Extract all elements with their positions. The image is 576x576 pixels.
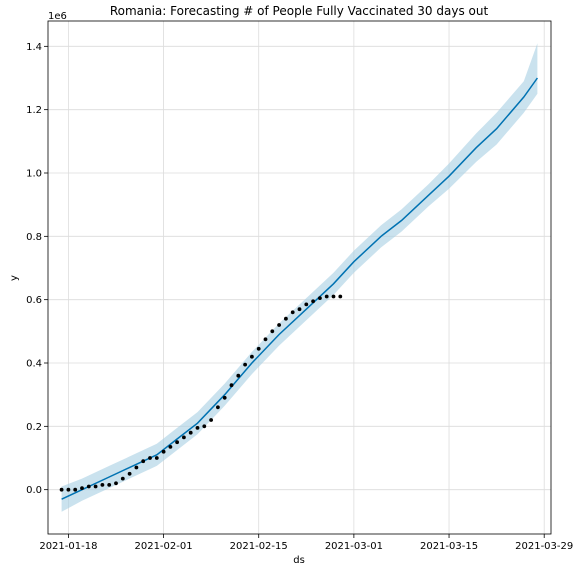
observed-point (236, 373, 241, 378)
observed-point (107, 483, 112, 487)
observed-point (195, 426, 200, 430)
observed-point (154, 456, 159, 460)
x-tick-label: 2021-01-18 (39, 541, 97, 552)
y-tick-label: 1.2 (26, 105, 42, 116)
observed-point (86, 484, 91, 489)
observed-point (148, 456, 152, 460)
x-tick-label: 2021-03-15 (420, 541, 478, 552)
plot-frame (47, 20, 552, 535)
observed-point (263, 337, 268, 342)
observed-point (243, 362, 248, 367)
grid (48, 21, 551, 534)
observed-point (331, 294, 336, 299)
observed-points-layer (59, 294, 343, 492)
x-tick-label: 2021-03-01 (325, 541, 383, 552)
observed-point (182, 435, 186, 440)
x-tick-label: 2021-03-29 (515, 541, 573, 552)
observed-point (100, 483, 105, 487)
observed-point (290, 310, 295, 315)
y-axis-ticks: 0.0 0.2 0.4 0.6 0.8 1.0 1.2 1.4 (26, 42, 48, 496)
x-axis-ticks: 2021-01-18 2021-02-01 2021-02-15 2021-03-01… (39, 534, 573, 552)
y-tick-label: 0.6 (26, 295, 42, 306)
forecast-line (61, 77, 539, 500)
observed-point (216, 405, 220, 410)
observed-point (304, 302, 309, 307)
observed-point (338, 294, 343, 299)
uncertainty-band (61, 43, 538, 512)
observed-point (311, 299, 315, 304)
chart-title: Romania: Forecasting # of People Fully V… (110, 4, 489, 18)
observed-point (120, 476, 125, 481)
y-tick-label: 0.4 (26, 359, 42, 370)
observed-point (161, 449, 166, 454)
observed-point (222, 395, 227, 400)
observed-point (127, 471, 132, 476)
y-tick-label: 1.0 (26, 169, 42, 180)
observed-point (270, 329, 275, 334)
observed-point (209, 418, 214, 422)
observed-point (93, 484, 98, 489)
observed-point (250, 354, 254, 359)
forecast-line-layer (61, 77, 539, 500)
x-axis-label: ds (293, 555, 305, 566)
observed-point (229, 383, 234, 388)
observed-point (175, 440, 180, 445)
observed-point (59, 487, 64, 492)
observed-point (168, 445, 173, 449)
x-tick-label: 2021-02-15 (230, 541, 288, 552)
observed-point (277, 323, 281, 327)
observed-point (73, 487, 78, 492)
observed-point (256, 346, 261, 351)
observed-point (66, 487, 71, 492)
observed-point (80, 486, 84, 490)
y-tick-label: 1.4 (26, 42, 42, 53)
observed-point (297, 307, 302, 312)
observed-point (188, 430, 193, 435)
observed-point (284, 316, 288, 321)
x-tick-label: 2021-02-01 (134, 541, 192, 552)
observed-point (114, 481, 118, 486)
y-tick-label: 0.8 (26, 232, 42, 243)
observed-point (318, 296, 322, 300)
uncertainty-band-layer (61, 43, 538, 512)
y-tick-label: 0.2 (26, 422, 42, 433)
observed-point (202, 424, 207, 429)
observed-point (141, 459, 146, 464)
observed-point (324, 294, 329, 299)
y-axis-label: y (9, 275, 20, 281)
y-tick-label: 0.0 (26, 485, 42, 496)
y-multiplier-label: 1e6 (48, 11, 67, 22)
observed-point (134, 465, 139, 470)
